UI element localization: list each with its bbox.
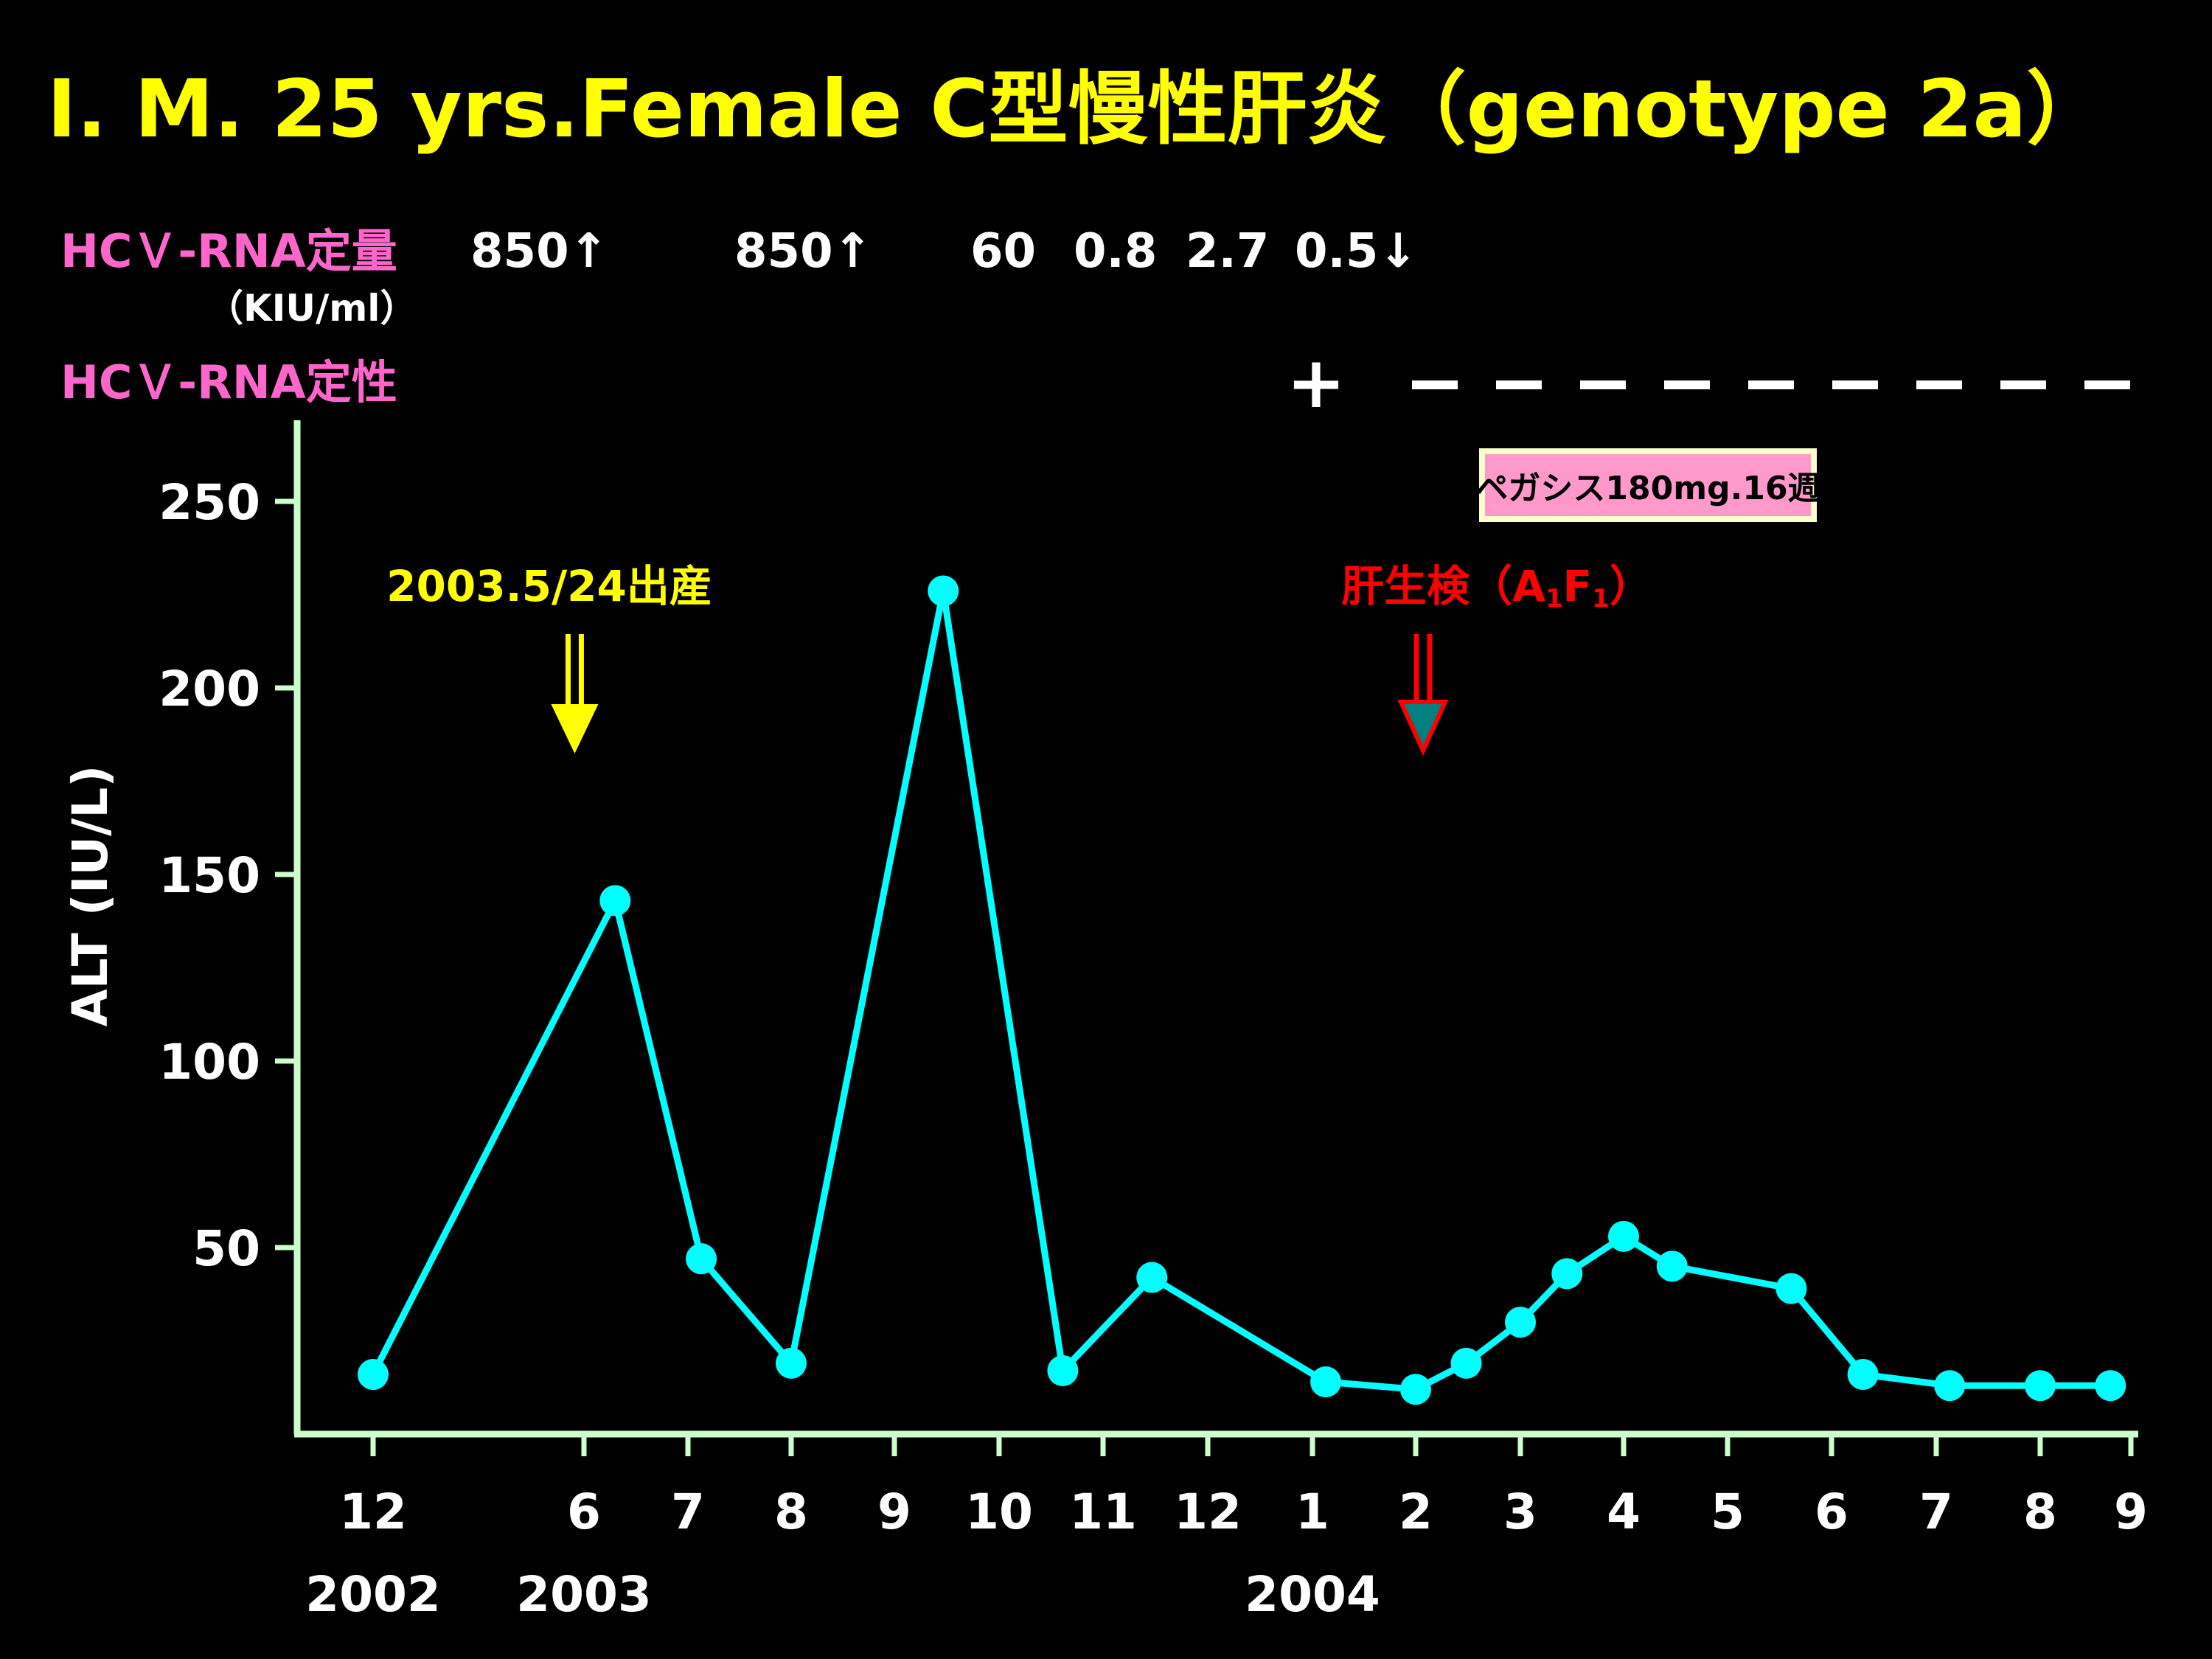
x-tick-label: 8 <box>774 1484 808 1540</box>
x-year-label: 2003 <box>516 1566 652 1623</box>
alt-point <box>1136 1262 1168 1293</box>
y-tick-label: 250 <box>159 474 260 531</box>
hcv-quant-value-1: 850↑ <box>734 224 872 279</box>
alt-point <box>1608 1220 1639 1252</box>
treatment-box: ペガシス180mg.16週 <box>1475 448 1820 522</box>
alt-point <box>2025 1370 2056 1402</box>
x-tick-label: 8 <box>2023 1484 2057 1540</box>
x-tick-label: 7 <box>671 1484 705 1540</box>
hcv-quant-unit: （KIU/ml） <box>206 287 417 330</box>
y-tick-label: 50 <box>192 1220 260 1277</box>
x-tick-label: 6 <box>567 1484 601 1540</box>
hcv-quant-value-5: 0.5↓ <box>1295 224 1418 279</box>
alt-point <box>1505 1307 1536 1338</box>
hcv-quant-value-0: 850↑ <box>470 224 608 279</box>
y-tick-label: 200 <box>159 661 260 717</box>
alt-point <box>1400 1374 1431 1405</box>
alt-point <box>1450 1347 1482 1379</box>
biopsy-arrow-icon <box>1397 634 1449 757</box>
x-tick-label: 3 <box>1503 1484 1537 1540</box>
alt-point <box>1310 1366 1342 1398</box>
y-axis-ticks: 50 100 150 200 250 <box>159 474 297 1277</box>
x-tick-label: 9 <box>877 1484 911 1540</box>
alt-series <box>358 575 2126 1405</box>
x-tick-label: 6 <box>1815 1484 1848 1540</box>
alt-point <box>686 1243 717 1275</box>
x-tick-label: 7 <box>1919 1484 1953 1540</box>
alt-point <box>1847 1359 1879 1391</box>
x-axis-ticks: 12 6 7 8 9 10 11 12 1 2 3 4 5 6 7 8 9 <box>339 1434 2148 1540</box>
hcv-quant-label: HCＶ-RNA定量 <box>60 224 397 278</box>
alt-point <box>1551 1258 1583 1290</box>
x-tick-label: 12 <box>1174 1484 1242 1540</box>
x-tick-label: 4 <box>1607 1484 1641 1540</box>
alt-point <box>1775 1273 1807 1304</box>
alt-line <box>369 587 2111 1393</box>
chart-title: I. M. 25 yrs.Female C型慢性肝炎（genotype 2a） <box>47 63 2107 156</box>
alt-point <box>776 1347 807 1379</box>
hcv-quant-value-3: 0.8 <box>1074 224 1157 279</box>
hcv-quant-value-4: 2.7 <box>1186 224 1269 279</box>
y-tick-label: 100 <box>159 1034 260 1091</box>
x-tick-label: 5 <box>1711 1484 1745 1540</box>
x-tick-label: 11 <box>1069 1484 1137 1540</box>
delivery-label: 2003.5/24出産 <box>386 561 712 611</box>
biopsy-label: 肝生検（A1F1） <box>1341 561 1652 613</box>
alt-point <box>599 885 631 917</box>
delivery-arrow-icon <box>551 634 599 754</box>
x-tick-label: 2 <box>1399 1484 1433 1540</box>
x-year-label: 2002 <box>305 1566 441 1623</box>
alt-point <box>2095 1370 2126 1402</box>
x-axis-year-labels: 2002 2003 2004 <box>305 1566 1380 1623</box>
hcv-qual-plus: + <box>1287 341 1346 424</box>
x-year-label: 2004 <box>1245 1566 1380 1623</box>
x-tick-label: 9 <box>2114 1484 2148 1540</box>
hcv-quant-value-2: 60 <box>970 224 1036 279</box>
x-tick-label: 1 <box>1295 1484 1329 1540</box>
alt-point <box>1047 1354 1079 1386</box>
x-tick-label: 12 <box>339 1484 407 1540</box>
alt-point <box>928 575 959 607</box>
alt-point <box>1934 1370 1966 1402</box>
y-axis-label: ALT (IU/L) <box>62 765 119 1027</box>
alt-point <box>1656 1251 1688 1282</box>
alt-point <box>358 1359 389 1391</box>
x-tick-label: 10 <box>965 1484 1033 1540</box>
hcv-qual-label: HCＶ-RNA定性 <box>60 355 397 409</box>
treatment-label: ペガシス180mg.16週 <box>1475 470 1820 507</box>
y-tick-label: 150 <box>159 847 260 904</box>
